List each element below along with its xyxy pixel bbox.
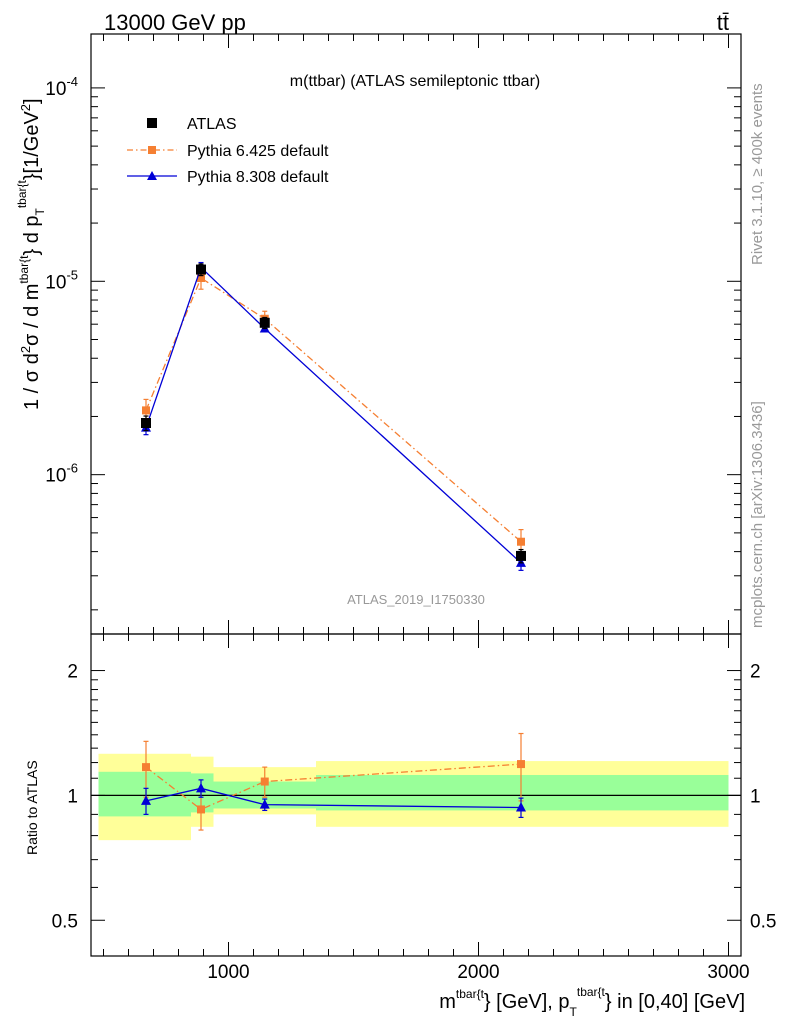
main-atlas-point — [516, 550, 526, 561]
ratio-y-tick-label-right: 1 — [750, 786, 761, 807]
x-axis-label: mtbar{t} [GeV], pTtbar{t} in [0,40] [GeV… — [439, 985, 745, 1019]
analysis-watermark: ATLAS_2019_I1750330 — [347, 592, 485, 607]
legend: ATLAS Pythia 6.425 default Pythia 8.308 … — [127, 116, 329, 186]
legend-marker-pythia6 — [148, 146, 156, 154]
main-panel-data — [141, 261, 526, 571]
ratio-panel-data — [91, 732, 741, 831]
ratio-pythia8-point — [259, 799, 270, 809]
rivet-version-label: Rivet 3.1.10, ≥ 400k events — [749, 83, 766, 265]
ratio-pythia8-point — [516, 802, 526, 812]
legend-label-atlas: ATLAS — [187, 116, 237, 133]
x-tick-label: 2000 — [457, 962, 499, 983]
legend-label-pythia6: Pythia 6.425 default — [187, 143, 329, 160]
ratio-pythia8-line — [145, 787, 522, 809]
main-y-axis-label: 1 / σ d2σ / d mtbar{t} d pTtbar{t}[1/GeV… — [15, 98, 47, 410]
ratio-uncertainty-bands — [98, 753, 729, 841]
x-tick-label: 1000 — [207, 962, 249, 983]
main-pythia6-point — [517, 537, 525, 546]
ratio-pythia6-line — [145, 763, 522, 811]
ratio-y-tick-label-left: 2 — [67, 662, 78, 683]
ratio-pythia6-point — [517, 760, 525, 769]
ratio-y-tick-label-right: 0.5 — [750, 911, 776, 932]
x-tick-label: 3000 — [707, 962, 749, 983]
axis-ticks: 1000 2000 3000 10-4 10-5 10-6 0.5 0.5 1 1 2 2 — [45, 34, 776, 983]
ratio-band-green — [191, 773, 214, 813]
ratio-pythia8-point — [196, 782, 206, 793]
legend-marker-atlas — [147, 118, 157, 128]
header-left-title: 13000 GeV pp — [104, 10, 246, 35]
ratio-y-tick-label-left: 1 — [67, 786, 78, 807]
main-atlas-point — [196, 264, 206, 275]
main-pythia6-point — [197, 273, 205, 282]
legend-marker-pythia8 — [147, 171, 157, 180]
ratio-y-tick-label-right: 2 — [750, 662, 761, 683]
ratio-pythia6-point — [197, 805, 205, 814]
main-pythia6-line — [145, 277, 522, 543]
main-y-tick-label: 10-4 — [45, 74, 78, 100]
ratio-y-axis-label: Ratio to ATLAS — [24, 760, 40, 855]
main-y-tick-label: 10-5 — [45, 267, 78, 293]
main-atlas-point — [259, 317, 270, 328]
ratio-y-tick-label-left: 0.5 — [52, 911, 78, 932]
main-atlas-point — [141, 418, 151, 429]
ratio-pythia6-point — [260, 777, 269, 786]
mcplots-reference-label: mcplots.cern.ch [arXiv:1306.3436] — [749, 401, 766, 628]
legend-label-pythia8: Pythia 8.308 default — [187, 169, 329, 186]
main-pythia6-point — [142, 406, 150, 415]
ratio-pythia6-point — [142, 763, 150, 772]
main-y-tick-label: 10-6 — [45, 461, 78, 487]
header-right-title: tt̄ — [717, 10, 729, 35]
main-pythia8-line — [145, 266, 522, 564]
main-plot-title: m(ttbar) (ATLAS semileptonic ttbar) — [290, 73, 540, 90]
ratio-pythia8-point — [141, 795, 151, 805]
